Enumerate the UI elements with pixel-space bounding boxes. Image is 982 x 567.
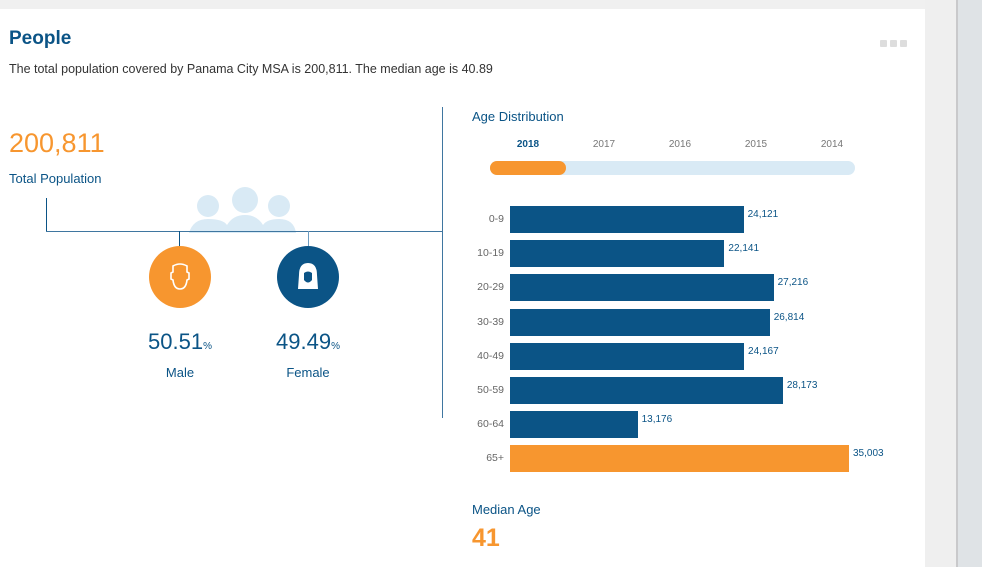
scrollbar-track[interactable] <box>956 0 958 567</box>
year-slider-track[interactable] <box>490 161 855 175</box>
bar-value-label: 22,141 <box>728 243 760 255</box>
median-age-value: 41 <box>472 524 500 552</box>
age-distribution-title: Age Distribution <box>472 109 564 124</box>
bar-value-label: 27,216 <box>777 277 809 289</box>
section-divider <box>442 107 443 418</box>
female-face-icon <box>298 263 318 289</box>
year-tab-2018[interactable]: 2018 <box>516 139 540 150</box>
female-percent: 49.49% <box>248 329 368 355</box>
bar-20-29[interactable] <box>510 274 774 302</box>
year-tab-2016[interactable]: 2016 <box>668 139 692 150</box>
year-tab-2014[interactable]: 2014 <box>820 139 844 150</box>
tree-line <box>46 198 47 232</box>
category-label: 10-19 <box>477 247 504 260</box>
total-population-label: Total Population <box>9 171 102 186</box>
bar-value-label: 35,003 <box>853 448 884 460</box>
median-age-label: Median Age <box>472 502 541 517</box>
category-label: 65+ <box>486 452 504 465</box>
category-label: 30-39 <box>477 315 504 328</box>
bar-value-label: 13,176 <box>641 414 673 426</box>
year-tab-2017[interactable]: 2017 <box>592 139 616 150</box>
year-tab-2015[interactable]: 2015 <box>744 139 768 150</box>
female-avatar <box>277 246 339 308</box>
bar-60-64[interactable] <box>510 411 638 439</box>
male-percent: 50.51% <box>120 329 240 355</box>
female-label: Female <box>286 365 330 380</box>
male-face-icon <box>170 263 190 290</box>
female-percent-value: 49.49 <box>276 329 332 354</box>
bar-50-59[interactable] <box>510 377 783 404</box>
bar-65+[interactable] <box>510 445 849 473</box>
bar-value-label: 28,173 <box>786 380 818 391</box>
percent-unit: % <box>203 341 212 352</box>
total-population-value: 200,811 <box>9 128 105 158</box>
category-label: 60-64 <box>477 418 504 431</box>
male-avatar <box>149 246 211 308</box>
people-group-icon <box>189 187 296 233</box>
more-options-icon[interactable] <box>880 40 907 47</box>
bar-value-label: 24,121 <box>747 209 779 220</box>
bar-value-label: 26,814 <box>773 311 805 323</box>
bar-40-49[interactable] <box>510 342 745 370</box>
category-label: 20-29 <box>477 281 504 294</box>
category-label: 0-9 <box>488 213 504 225</box>
bar-10-19[interactable] <box>510 240 725 268</box>
page-title: People <box>9 28 72 49</box>
category-label: 40-49 <box>477 349 504 362</box>
year-slider-fill[interactable] <box>490 161 566 175</box>
right-gutter <box>925 0 956 567</box>
bar-value-label: 24,167 <box>748 345 779 357</box>
percent-unit: % <box>331 341 340 352</box>
top-band <box>0 0 925 9</box>
tree-line <box>46 231 443 232</box>
bar-30-39[interactable] <box>510 308 770 336</box>
tree-line <box>308 231 309 247</box>
category-label: 50-59 <box>477 384 504 396</box>
male-percent-value: 50.51 <box>148 329 204 354</box>
tree-line <box>179 231 180 247</box>
male-label: Male <box>165 365 195 380</box>
bar-0-9[interactable] <box>510 206 744 233</box>
page-subtitle: The total population covered by Panama C… <box>9 62 493 76</box>
